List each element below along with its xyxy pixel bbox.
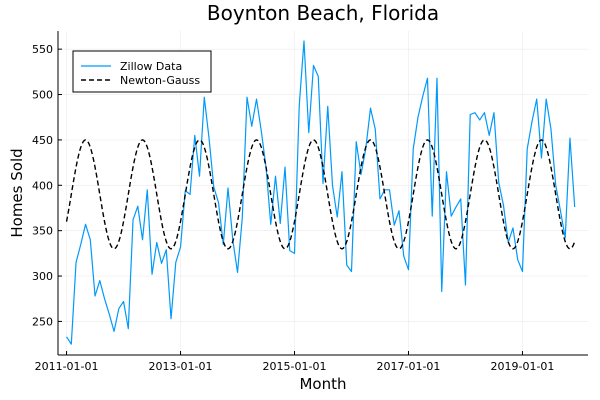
series-line-zillow-data [66, 40, 576, 345]
legend-box [72, 50, 212, 93]
axes: 2011-01-01 2013-01-01 2015-01-01 2017-01-01… [32, 31, 588, 373]
x-tick-label: 2017-01-01 [377, 360, 441, 373]
x-tick-label: 2011-01-01 [35, 360, 99, 373]
series-line-newton-gauss [65, 139, 576, 250]
x-tick-label: 2019-01-01 [490, 360, 554, 373]
legend-label-newton-gauss: Newton-Gauss [120, 74, 200, 87]
series-layer [65, 40, 576, 345]
y-tick-label: 350 [32, 225, 53, 238]
y-tick-label: 250 [32, 315, 53, 328]
legend-label-zillow-data: Zillow Data [120, 60, 182, 73]
x-tick-label: 2015-01-01 [263, 360, 327, 373]
chart-title: Boynton Beach, Florida [207, 1, 439, 25]
y-tick-label: 450 [32, 134, 53, 147]
x-axis-label: Month [299, 375, 346, 393]
y-tick-label: 300 [32, 270, 53, 283]
grid [58, 31, 588, 355]
y-axis-label: Homes Sold [8, 148, 26, 237]
y-tick-label: 550 [32, 43, 53, 56]
x-tick-label: 2013-01-01 [149, 360, 213, 373]
y-tick-label: 400 [32, 179, 53, 192]
y-tick-label: 500 [32, 89, 53, 102]
